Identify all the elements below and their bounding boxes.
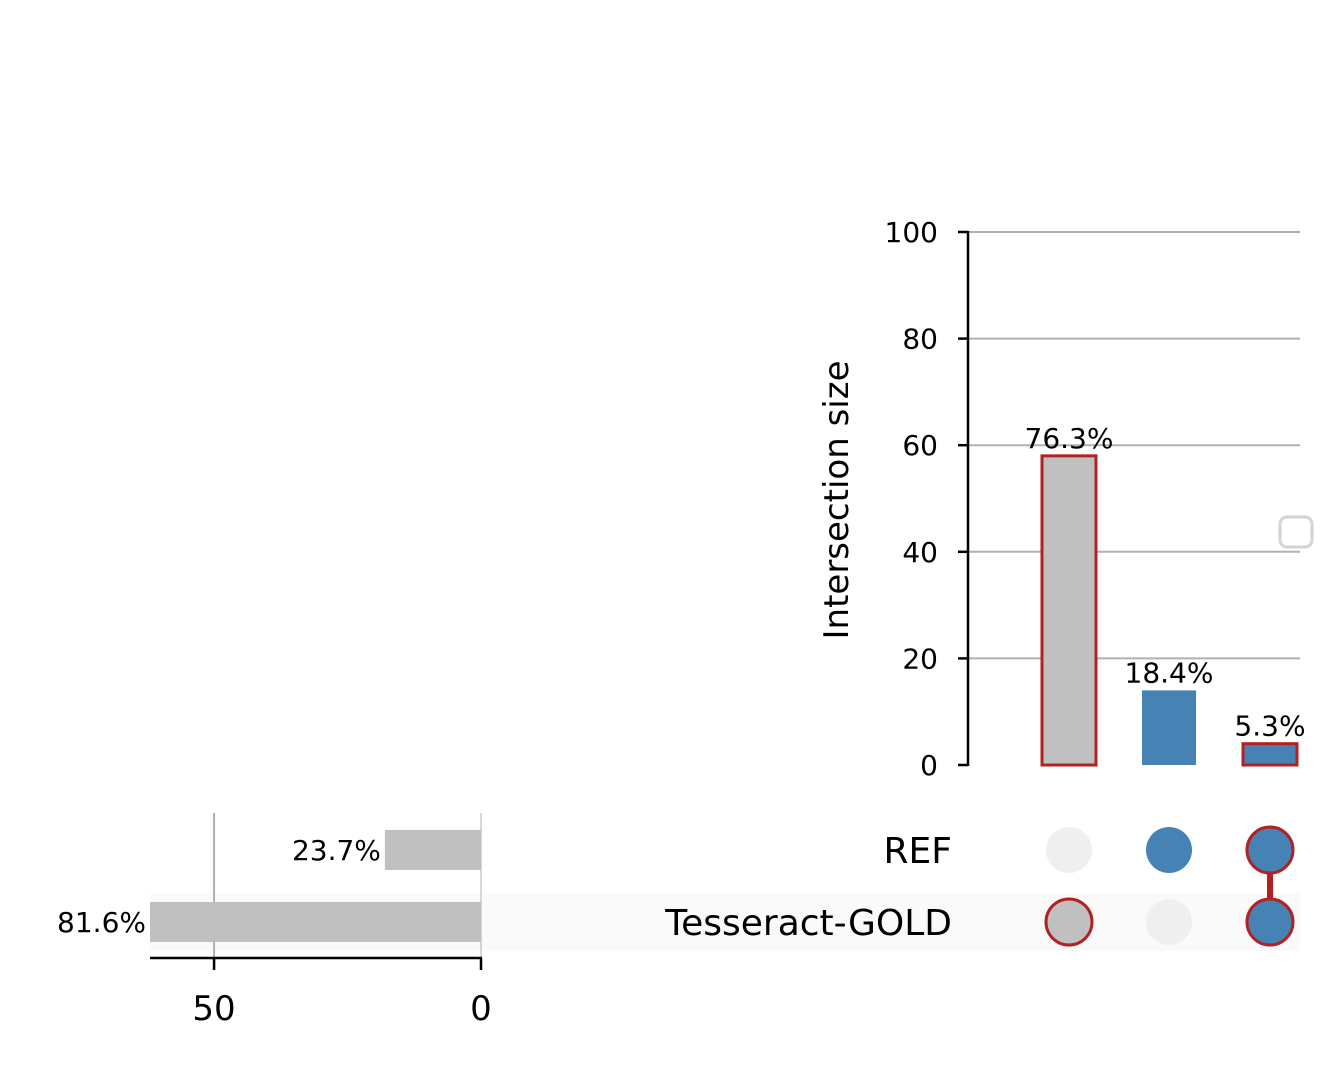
intersection-bar-label: 76.3% xyxy=(1025,422,1114,455)
intersection-bar xyxy=(1241,742,1299,767)
intersection-bar xyxy=(1040,454,1098,767)
set-size-tick-label: 50 xyxy=(192,989,235,1029)
set-size-bar xyxy=(384,830,481,870)
matrix-dot-active xyxy=(1245,897,1295,947)
intersection-bar-label: 5.3% xyxy=(1234,710,1305,743)
set-size-bars: 23.7% 81.6% xyxy=(57,830,481,942)
set-labels: REF Tesseract-GOLD xyxy=(664,831,952,944)
set-size-bar xyxy=(150,902,481,942)
set-label: Tesseract-GOLD xyxy=(664,903,952,944)
y-axis-label: Intersection size xyxy=(817,361,857,640)
set-size-label: 23.7% xyxy=(292,834,381,867)
intersection-bars: 76.3% 18.4% 5.3% xyxy=(1025,422,1306,767)
y-tick-label: 40 xyxy=(902,536,938,569)
set-size-x-axis: 50 0 xyxy=(150,956,492,1029)
intersection-matrix xyxy=(1044,825,1295,947)
legend-box xyxy=(1278,515,1314,549)
matrix-dot-inactive xyxy=(1046,827,1092,873)
y-tick-label: 0 xyxy=(920,749,938,782)
set-size-tick-label: 0 xyxy=(470,989,492,1029)
intersection-bar-label: 18.4% xyxy=(1125,656,1214,689)
matrix-dot-active xyxy=(1044,897,1094,947)
matrix-dot-active xyxy=(1146,827,1192,873)
matrix-dot-inactive xyxy=(1146,899,1192,945)
y-tick-label: 60 xyxy=(902,429,938,462)
matrix-dot-active xyxy=(1245,825,1295,875)
intersection-gridlines xyxy=(968,231,1300,660)
legend xyxy=(1278,515,1314,549)
set-label: REF xyxy=(884,831,952,872)
y-tick-label: 20 xyxy=(902,642,938,675)
set-size-label: 81.6% xyxy=(57,906,146,939)
intersection-bar xyxy=(1142,690,1196,765)
intersection-y-axis: 0 20 40 60 80 100 xyxy=(885,216,970,782)
y-tick-label: 100 xyxy=(885,216,938,249)
y-tick-label: 80 xyxy=(902,323,938,356)
